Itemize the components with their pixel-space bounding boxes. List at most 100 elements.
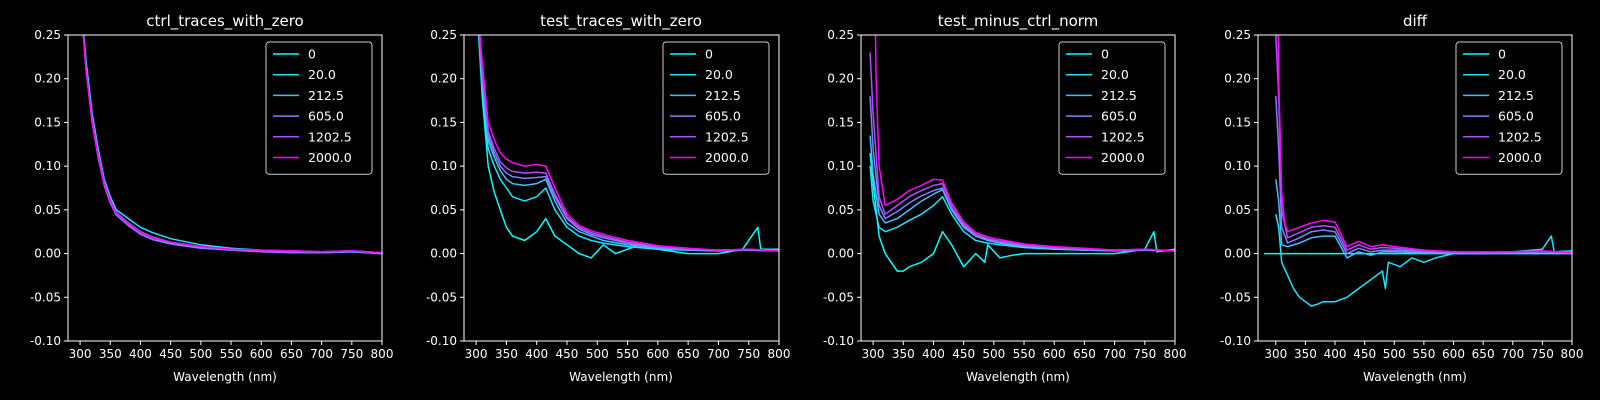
y-tick-label: 0.15: [34, 115, 61, 129]
x-tick-label: 400: [525, 347, 548, 361]
legend-label: 0: [1498, 47, 1506, 62]
x-tick-label: 750: [1531, 347, 1554, 361]
subplot-2-title: test_traces_with_zero: [540, 12, 702, 31]
y-tick-label: -0.10: [1220, 334, 1251, 348]
x-tick-label: 750: [340, 347, 363, 361]
y-tick-label: 0.15: [827, 115, 854, 129]
x-tick-label: 450: [1353, 347, 1376, 361]
x-tick-label: 800: [768, 347, 791, 361]
legend-label: 1202.5: [308, 129, 352, 144]
y-tick-label: 0.00: [430, 247, 457, 261]
legend-label: 0: [1101, 47, 1109, 62]
x-tick-label: 700: [1501, 347, 1524, 361]
legend-label: 212.5: [308, 88, 344, 103]
x-tick-label: 350: [495, 347, 518, 361]
legend-label: 1202.5: [1498, 129, 1542, 144]
x-tick-label: 450: [556, 347, 579, 361]
legend-label: 605.0: [705, 109, 741, 124]
y-tick-label: 0.25: [430, 28, 457, 42]
x-tick-label: 350: [1294, 347, 1317, 361]
series-line-2000.0: [479, 35, 779, 252]
axes-frame: [463, 34, 780, 342]
y-tick-label: 0.20: [430, 72, 457, 86]
axes-frame: [67, 34, 383, 342]
x-tick-label: 350: [892, 347, 915, 361]
legend: 0 20.0 212.5 605.0 1202.5 2000.0: [662, 41, 770, 175]
x-tick-label: 700: [310, 347, 333, 361]
x-tick-label: 550: [1013, 347, 1036, 361]
x-tick-label: 800: [371, 347, 394, 361]
subplot-3: test_minus_ctrl_norm Wavelength (nm) 300…: [823, 12, 1187, 384]
x-tick-label: 300: [465, 347, 488, 361]
y-tick-label: 0.25: [1224, 28, 1251, 42]
subplot-2: test_traces_with_zero Wavelength (nm) 30…: [426, 12, 791, 384]
y-tick-label: -0.10: [426, 334, 457, 348]
legend: 0 20.0 212.5 605.0 1202.5 2000.0: [265, 41, 373, 175]
legend-label: 2000.0: [1498, 150, 1542, 165]
y-tick-label: 0.10: [34, 159, 61, 173]
legend-label: 0: [308, 47, 316, 62]
y-tick-label: -0.10: [823, 334, 854, 348]
x-tick-label: 800: [1561, 347, 1584, 361]
x-tick-label: 500: [982, 347, 1005, 361]
legend-label: 212.5: [1101, 88, 1137, 103]
x-tick-label: 700: [1103, 347, 1126, 361]
x-tick-label: 650: [1472, 347, 1495, 361]
series-line-0: [477, 35, 779, 259]
x-tick-label: 300: [862, 347, 885, 361]
x-tick-label: 800: [1164, 347, 1187, 361]
legend-label: 20.0: [1101, 67, 1129, 82]
y-tick-label: 0.00: [1224, 247, 1251, 261]
legend-label: 1202.5: [705, 129, 749, 144]
subplot-3-xlabel: Wavelength (nm): [966, 370, 1070, 384]
x-tick-label: 650: [280, 347, 303, 361]
y-tick-label: 0.00: [827, 247, 854, 261]
y-tick-label: -0.05: [1220, 290, 1251, 304]
series-line-0: [869, 152, 1175, 272]
x-tick-label: 750: [737, 347, 760, 361]
subplot-4-xlabel: Wavelength (nm): [1363, 370, 1467, 384]
y-tick-label: 0.10: [1224, 159, 1251, 173]
legend-label: 605.0: [308, 109, 344, 124]
x-tick-label: 350: [99, 347, 122, 361]
x-tick-label: 600: [250, 347, 273, 361]
subplot-1-xlabel: Wavelength (nm): [173, 370, 277, 384]
y-tick-label: 0.20: [1224, 72, 1251, 86]
y-tick-label: 0.00: [34, 247, 61, 261]
y-tick-label: 0.25: [34, 28, 61, 42]
legend-label: 605.0: [1101, 109, 1137, 124]
series-line-2000.0: [874, 35, 1175, 252]
y-tick-label: 0.15: [430, 115, 457, 129]
legend-label: 2000.0: [308, 150, 352, 165]
axes-frame: [1257, 34, 1573, 342]
legend-label: 212.5: [1498, 88, 1534, 103]
y-tick-label: 0.05: [430, 203, 457, 217]
x-tick-label: 300: [69, 347, 92, 361]
y-tick-label: 0.20: [34, 72, 61, 86]
x-tick-label: 600: [1043, 347, 1066, 361]
series-line-1202.5: [869, 52, 1175, 252]
legend-label: 1202.5: [1101, 129, 1145, 144]
y-tick-label: 0.25: [827, 28, 854, 42]
series-group: [869, 35, 1175, 272]
legend-label: 0: [705, 47, 713, 62]
subplot-3-title: test_minus_ctrl_norm: [938, 12, 1099, 31]
y-tick-label: 0.10: [430, 159, 457, 173]
x-tick-label: 300: [1264, 347, 1287, 361]
subplot-2-xlabel: Wavelength (nm): [569, 370, 673, 384]
x-tick-label: 400: [922, 347, 945, 361]
subplot-4: diff Wavelength (nm) 300 350 400 450 500 550 6…: [1220, 12, 1584, 384]
series-line-212.5: [1275, 179, 1572, 259]
x-tick-label: 750: [1133, 347, 1156, 361]
x-tick-label: 650: [677, 347, 700, 361]
legend: 0 20.0 212.5 605.0 1202.5 2000.0: [1455, 41, 1563, 175]
y-tick-label: 0.20: [827, 72, 854, 86]
subplot-1: ctrl_traces_with_zero Wavelength (nm) 30…: [30, 12, 394, 384]
series-group: [82, 35, 382, 255]
x-tick-label: 650: [1073, 347, 1096, 361]
legend-label: 2000.0: [1101, 150, 1145, 165]
x-tick-label: 700: [707, 347, 730, 361]
legend-label: 20.0: [705, 67, 733, 82]
series-line-212.5: [478, 35, 779, 252]
